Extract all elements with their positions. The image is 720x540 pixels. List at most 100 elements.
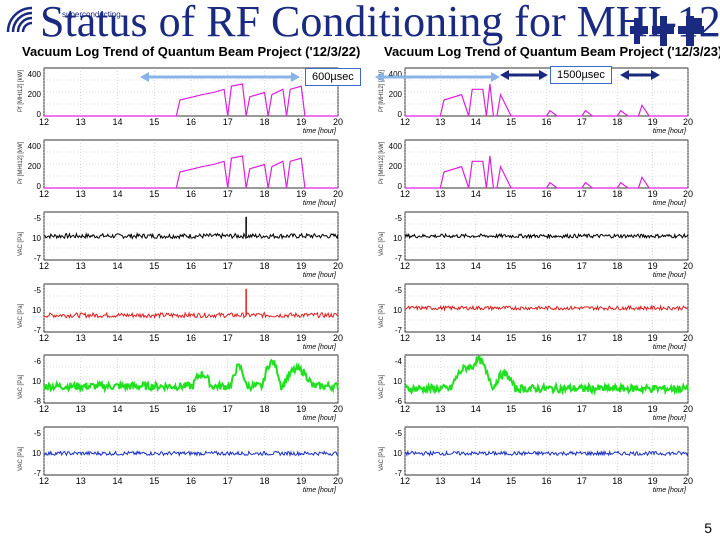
x-tick-label: 13	[435, 333, 445, 343]
y-tick-label: -5	[34, 214, 42, 223]
x-axis-label: time [hour]	[653, 200, 687, 207]
x-tick-label: 19	[296, 261, 306, 271]
x-tick-label: 18	[259, 476, 269, 486]
x-tick-label: 13	[435, 476, 445, 486]
x-tick-label: 14	[112, 333, 122, 343]
y-tick-label: 400	[28, 142, 42, 151]
x-tick-label: 19	[296, 333, 306, 343]
x-tick-label: 16	[186, 404, 196, 414]
x-tick-label: 12	[400, 261, 410, 271]
x-tick-label: 14	[112, 476, 122, 486]
x-axis-label: time [hour]	[653, 487, 687, 494]
x-tick-label: 19	[648, 189, 658, 199]
series-line	[405, 155, 688, 189]
x-tick-label: 17	[223, 189, 233, 199]
x-tick-label: 15	[506, 261, 516, 271]
x-tick-label: 15	[506, 117, 516, 127]
y-tick-label: 200	[28, 162, 42, 171]
x-tick-label: 19	[648, 476, 658, 486]
x-tick-label: 13	[76, 333, 86, 343]
y-axis-label: VAC [Pa]	[18, 374, 24, 399]
left-panel-title: Vacuum Log Trend of Quantum Beam Project…	[22, 44, 361, 59]
x-axis-label: time [hour]	[653, 272, 687, 279]
y-axis-label: VAC [Pa]	[379, 446, 385, 471]
y-tick-label: -6	[34, 357, 42, 366]
y-tick-label: 10	[32, 377, 41, 386]
y-tick-label: -6	[395, 397, 403, 406]
x-tick-label: 19	[648, 333, 658, 343]
y-tick-label: -7	[395, 326, 403, 335]
x-tick-label: 20	[683, 261, 693, 271]
y-axis-label: Pr [MHI12] [kW]	[18, 141, 24, 184]
y-axis-label: VAC [Pa]	[379, 303, 385, 328]
left-duration-arrow-b	[375, 72, 500, 82]
x-tick-label: 12	[400, 476, 410, 486]
y-axis-label: VAC [Pa]	[18, 231, 24, 256]
series-line	[405, 83, 688, 117]
y-tick-label: 0	[37, 182, 42, 191]
x-tick-label: 20	[333, 404, 343, 414]
x-tick-label: 17	[577, 404, 587, 414]
x-tick-label: 20	[333, 261, 343, 271]
x-tick-label: 15	[506, 476, 516, 486]
x-tick-label: 16	[186, 333, 196, 343]
x-tick-label: 12	[400, 117, 410, 127]
y-tick-label: -7	[395, 254, 403, 263]
right-panel-title: Vacuum Log Trend of Quantum Beam Project…	[384, 44, 720, 59]
x-tick-label: 14	[112, 404, 122, 414]
left-pulse-callout: 600µsec	[305, 68, 361, 86]
x-tick-label: 20	[683, 333, 693, 343]
x-tick-label: 19	[648, 117, 658, 127]
x-tick-label: 15	[506, 404, 516, 414]
x-tick-label: 16	[541, 476, 551, 486]
x-axis-label: time [hour]	[653, 415, 687, 422]
x-tick-label: 15	[506, 333, 516, 343]
x-tick-label: 20	[683, 189, 693, 199]
y-tick-label: -5	[34, 286, 42, 295]
y-tick-label: -5	[395, 286, 403, 295]
y-tick-label: 10	[393, 449, 402, 458]
x-tick-label: 13	[76, 404, 86, 414]
x-axis-label: time [hour]	[303, 415, 337, 422]
x-tick-label: 16	[541, 333, 551, 343]
x-tick-label: 12	[39, 404, 49, 414]
x-tick-label: 17	[223, 117, 233, 127]
x-tick-label: 17	[577, 476, 587, 486]
x-tick-label: 13	[435, 117, 445, 127]
x-tick-label: 19	[648, 261, 658, 271]
x-tick-label: 18	[259, 189, 269, 199]
x-tick-label: 15	[149, 189, 159, 199]
y-tick-label: -5	[34, 429, 42, 438]
x-tick-label: 12	[39, 476, 49, 486]
y-tick-label: 200	[28, 90, 42, 99]
y-tick-label: 0	[37, 110, 42, 119]
y-tick-label: 400	[389, 142, 403, 151]
x-tick-label: 18	[612, 261, 622, 271]
y-tick-label: -7	[34, 326, 42, 335]
x-tick-label: 20	[683, 476, 693, 486]
x-tick-label: 20	[333, 117, 343, 127]
x-tick-label: 20	[333, 333, 343, 343]
x-tick-label: 12	[39, 333, 49, 343]
series-line	[44, 155, 338, 189]
x-tick-label: 18	[259, 117, 269, 127]
x-tick-label: 16	[186, 261, 196, 271]
x-tick-label: 17	[223, 261, 233, 271]
x-tick-label: 13	[76, 476, 86, 486]
x-tick-label: 15	[149, 333, 159, 343]
x-tick-label: 14	[471, 476, 481, 486]
series-line	[404, 449, 689, 457]
x-tick-label: 12	[400, 189, 410, 199]
left-duration-arrow	[140, 72, 300, 82]
x-tick-label: 18	[612, 404, 622, 414]
x-tick-label: 18	[259, 333, 269, 343]
x-tick-label: 19	[296, 476, 306, 486]
x-tick-label: 13	[435, 404, 445, 414]
y-tick-label: -7	[34, 254, 42, 263]
x-tick-label: 17	[223, 404, 233, 414]
series-line	[43, 311, 339, 320]
x-tick-label: 19	[648, 404, 658, 414]
y-tick-label: 400	[28, 70, 42, 79]
right-duration-arrow-b-head-left	[620, 70, 629, 80]
